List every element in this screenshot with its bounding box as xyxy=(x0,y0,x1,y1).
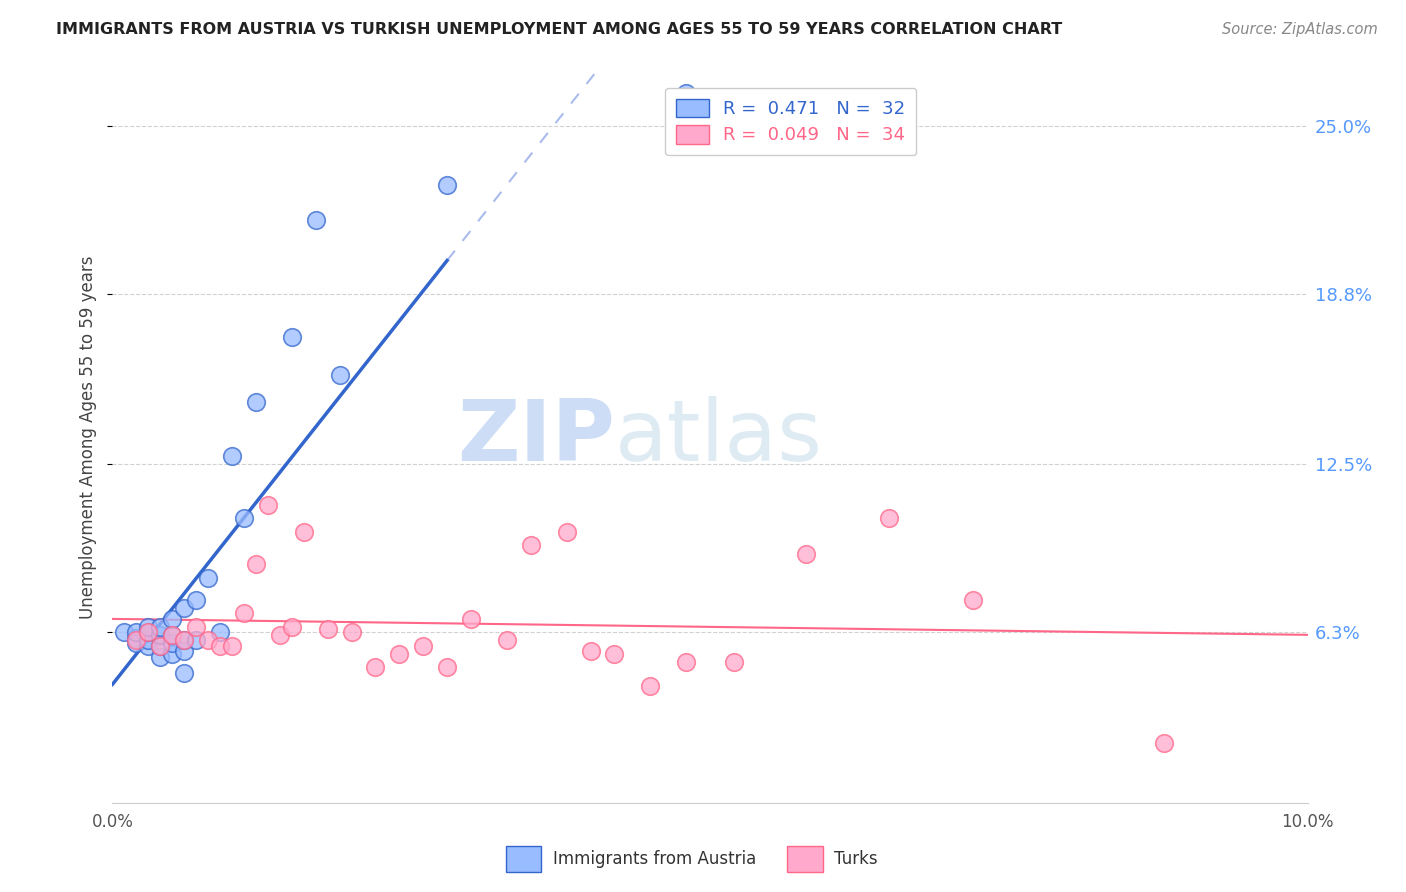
Point xyxy=(460,611,482,625)
Text: Source: ZipAtlas.com: Source: ZipAtlas.com xyxy=(1222,22,1378,37)
Point xyxy=(555,524,578,539)
Point xyxy=(209,625,232,640)
Point xyxy=(186,620,208,634)
Point xyxy=(186,592,208,607)
Point xyxy=(496,633,519,648)
Point xyxy=(269,628,291,642)
Point xyxy=(579,644,602,658)
Point xyxy=(138,633,160,648)
Point xyxy=(173,633,195,648)
Y-axis label: Unemployment Among Ages 55 to 59 years: Unemployment Among Ages 55 to 59 years xyxy=(79,255,97,619)
Point xyxy=(209,639,232,653)
Point xyxy=(114,625,135,640)
Point xyxy=(329,368,352,382)
Point xyxy=(138,625,160,640)
Point xyxy=(149,628,172,642)
Point xyxy=(340,625,363,640)
Point xyxy=(173,600,195,615)
Point xyxy=(197,633,219,648)
Point xyxy=(138,639,160,653)
Point xyxy=(233,606,256,620)
Point xyxy=(162,611,183,625)
Point xyxy=(173,644,195,658)
Point xyxy=(149,639,172,653)
Point xyxy=(436,660,458,674)
Point xyxy=(149,639,172,653)
Point xyxy=(125,631,148,645)
Point xyxy=(603,647,626,661)
Point xyxy=(245,395,267,409)
Point xyxy=(723,655,745,669)
Point xyxy=(125,636,148,650)
Point xyxy=(162,628,183,642)
Point xyxy=(794,547,817,561)
Point xyxy=(520,538,543,552)
Text: Immigrants from Austria: Immigrants from Austria xyxy=(553,850,756,868)
Point xyxy=(162,628,183,642)
Point xyxy=(1153,736,1175,750)
Point xyxy=(221,449,243,463)
Point xyxy=(675,655,697,669)
Point xyxy=(281,330,304,344)
Point xyxy=(186,633,208,648)
Point xyxy=(173,665,195,680)
Legend: R =  0.471   N =  32, R =  0.049   N =  34: R = 0.471 N = 32, R = 0.049 N = 34 xyxy=(665,87,917,155)
Text: Turks: Turks xyxy=(834,850,877,868)
Point xyxy=(138,620,160,634)
Point xyxy=(233,511,256,525)
Point xyxy=(149,649,172,664)
Point xyxy=(257,498,280,512)
Point xyxy=(281,620,304,634)
Point xyxy=(173,633,195,648)
Point xyxy=(364,660,387,674)
Point xyxy=(292,524,315,539)
Point xyxy=(436,178,458,193)
Point xyxy=(125,625,148,640)
Point xyxy=(879,511,901,525)
Point xyxy=(138,625,160,640)
Text: atlas: atlas xyxy=(614,395,823,479)
Point xyxy=(125,633,148,648)
Point xyxy=(640,679,662,693)
Point xyxy=(962,592,984,607)
Point xyxy=(162,636,183,650)
Point xyxy=(316,623,339,637)
Text: IMMIGRANTS FROM AUSTRIA VS TURKISH UNEMPLOYMENT AMONG AGES 55 TO 59 YEARS CORREL: IMMIGRANTS FROM AUSTRIA VS TURKISH UNEMP… xyxy=(56,22,1063,37)
Point xyxy=(388,647,411,661)
Point xyxy=(197,571,219,585)
Point xyxy=(305,213,328,227)
Text: ZIP: ZIP xyxy=(457,395,614,479)
Point xyxy=(412,639,434,653)
Point xyxy=(675,86,697,100)
Point xyxy=(162,647,183,661)
Point xyxy=(149,620,172,634)
Point xyxy=(245,558,267,572)
Point xyxy=(221,639,243,653)
